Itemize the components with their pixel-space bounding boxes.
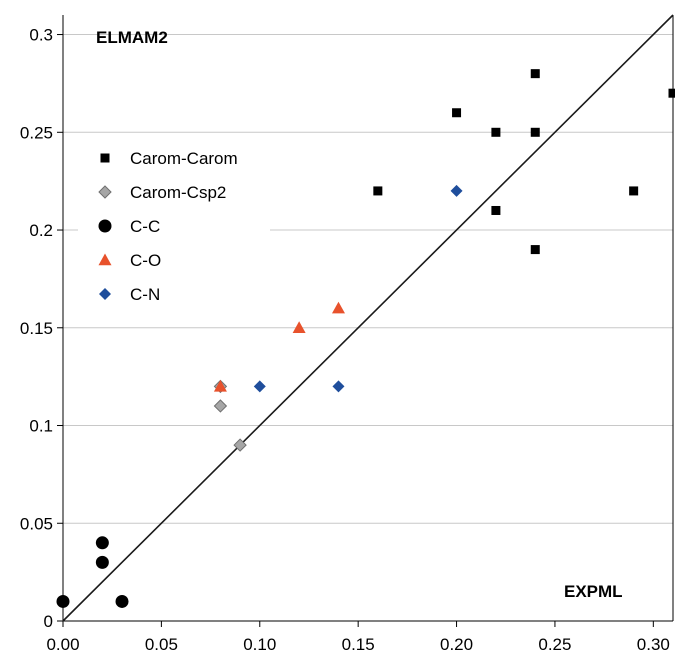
point-carom-carom-7 [629,186,639,196]
point-c-c-0 [56,594,70,608]
x-tick-label-3: 0.15 [342,635,375,654]
point-carom-carom-6 [530,245,540,255]
identity-line [62,14,674,622]
reference-line [62,14,674,622]
series-c-n [253,184,463,393]
legend-label-c-o: C-O [130,251,161,270]
x-tick-label-6: 0.30 [637,635,670,654]
legend-label-carom-csp2: Carom-Csp2 [130,183,226,202]
legend-marker-carom-carom [100,153,110,163]
x-tick-label-5: 0.25 [538,635,571,654]
series-c-o [213,301,345,392]
legend-label-carom-carom: Carom-Carom [130,149,238,168]
y-tick-label-4: 0.2 [29,221,53,240]
point-carom-csp2-2 [233,438,247,452]
point-carom-carom-4 [530,69,540,79]
legend-marker-c-n [99,288,111,300]
x-tick-label-1: 0.05 [145,635,178,654]
y-tick-label-2: 0.1 [29,417,53,436]
data-points [56,69,675,608]
y-corner-label: ELMAM2 [96,28,168,47]
legend-marker-c-c [98,219,112,233]
point-carom-carom-0 [373,186,383,196]
x-tick-label-4: 0.20 [440,635,473,654]
series-carom-carom [373,69,675,255]
x-tick-label-0: 0.00 [46,635,79,654]
point-c-n-0 [253,380,266,393]
point-carom-carom-5 [530,127,540,137]
y-tick-label-6: 0.3 [29,26,53,45]
point-c-o-0 [213,379,227,392]
y-tick-label-5: 0.25 [20,123,53,142]
point-c-c-3 [115,594,129,608]
y-tick-label-1: 0.05 [20,514,53,533]
x-tick-label-2: 0.10 [243,635,276,654]
point-c-n-1 [332,380,345,393]
legend-marker-carom-csp2 [98,185,112,199]
point-carom-carom-3 [491,205,501,215]
point-carom-carom-1 [452,108,462,118]
y-tick-label-0: 0 [44,612,53,631]
legend-marker-c-o [98,253,112,266]
point-c-o-2 [331,301,345,314]
y-tick-label-3: 0.15 [20,319,53,338]
point-carom-carom-2 [491,127,501,137]
point-carom-csp2-1 [213,399,228,413]
point-c-n-2 [450,184,463,197]
legend: Carom-Carom Carom-Csp2 C-C C-O C-N [78,138,270,310]
legend-label-c-c: C-C [130,217,160,236]
point-c-o-1 [292,321,306,333]
point-c-c-2 [95,555,109,569]
tick-labels: 0 0.05 0.1 0.15 0.2 0.25 0.3 0.00 0.05 0.10 0.15 0.… [20,26,670,654]
axes [57,15,674,627]
x-corner-label: EXPML [564,582,623,601]
series-c-c [56,536,129,608]
point-c-c-1 [95,536,109,550]
legend-label-c-n: C-N [130,285,160,304]
point-carom-carom-8 [668,88,675,98]
